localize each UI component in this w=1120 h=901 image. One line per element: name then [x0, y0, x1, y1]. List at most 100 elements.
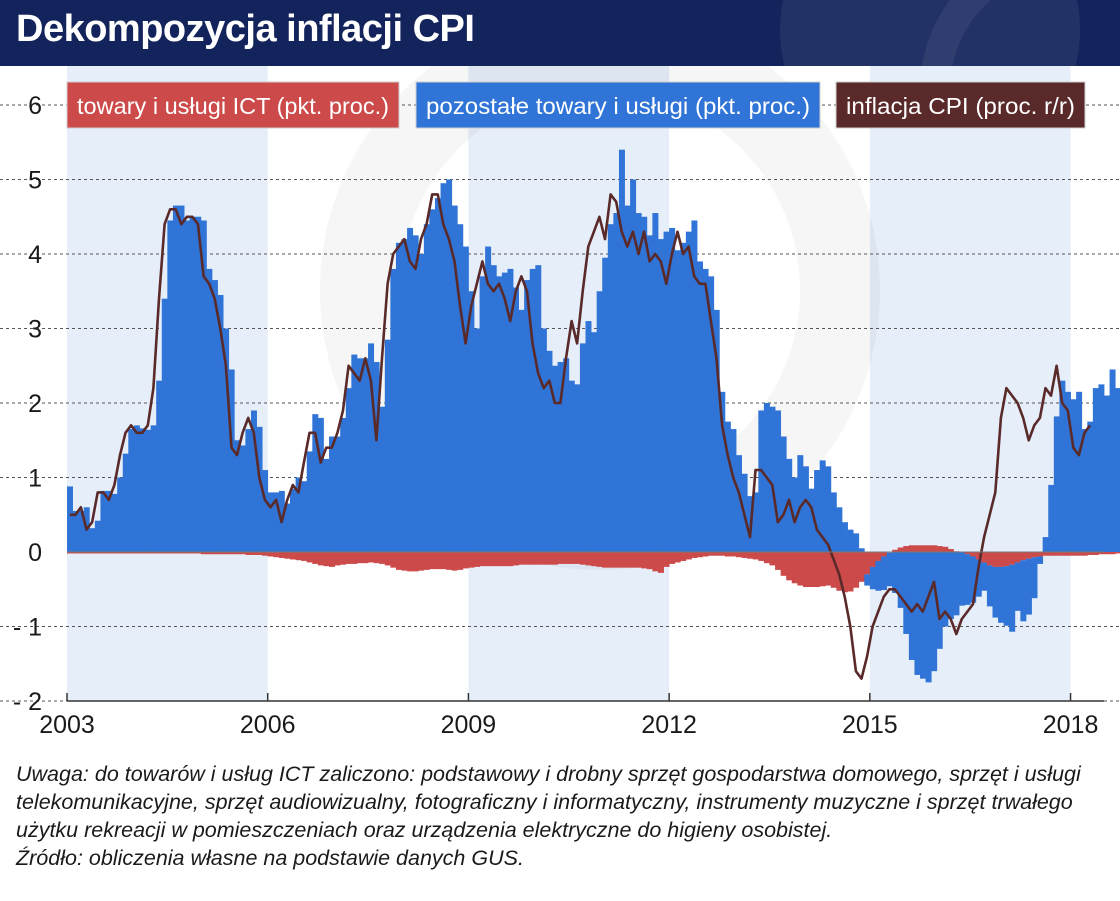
other-bar — [685, 231, 692, 552]
ict-bar — [535, 552, 542, 565]
other-bar — [1098, 384, 1105, 552]
other-bar — [501, 272, 508, 552]
other-bar — [546, 350, 553, 552]
other-bar — [986, 565, 993, 607]
ict-bar — [691, 552, 698, 558]
ict-bar — [936, 546, 943, 552]
other-bar — [468, 291, 475, 552]
other-bar — [145, 429, 152, 552]
ict-bar — [106, 552, 113, 554]
other-bar — [713, 309, 720, 552]
other-bar — [490, 265, 497, 552]
other-bar — [998, 566, 1005, 623]
ict-bar — [1048, 552, 1055, 556]
ict-bar — [273, 552, 280, 558]
ict-bar — [72, 552, 79, 554]
ict-bar — [524, 552, 531, 565]
other-bar — [836, 507, 843, 552]
other-bar — [334, 436, 341, 552]
other-bar — [819, 460, 826, 552]
legend-label: inflacja CPI (proc. r/r) — [846, 93, 1075, 119]
other-bar — [239, 445, 246, 552]
other-bar — [418, 254, 425, 552]
other-bar — [953, 552, 960, 616]
other-bar — [362, 358, 369, 552]
ict-bar — [217, 552, 224, 555]
ict-bar — [920, 545, 926, 552]
other-bar — [674, 250, 681, 552]
other-bar — [189, 216, 196, 552]
other-bar — [1020, 560, 1027, 622]
other-bar — [585, 321, 592, 552]
other-bar — [1037, 556, 1044, 564]
ict-bar — [211, 552, 218, 555]
x-tick-label: 2012 — [641, 711, 697, 739]
ict-bar — [334, 552, 341, 566]
other-bar — [624, 205, 631, 552]
other-bar — [1059, 380, 1066, 552]
other-bar — [1076, 391, 1083, 552]
ict-bar — [763, 552, 770, 564]
y-tick-label: 4 — [28, 241, 42, 269]
other-bar — [1092, 388, 1099, 552]
other-bar — [680, 242, 687, 552]
ict-bar — [1025, 552, 1032, 559]
ict-bar — [585, 552, 592, 566]
ict-bar — [94, 552, 101, 554]
other-bar — [518, 309, 525, 552]
other-bar — [407, 227, 414, 553]
ict-bar — [184, 552, 191, 554]
other-bar — [329, 436, 336, 552]
ict-bar — [1092, 552, 1099, 555]
other-bar — [184, 220, 191, 552]
ict-bar — [395, 552, 402, 570]
ict-bar — [897, 547, 904, 552]
other-bar — [613, 213, 620, 552]
ict-bar — [819, 552, 826, 587]
ict-bar — [903, 546, 910, 552]
ict-bar — [457, 552, 464, 570]
ict-bar — [724, 552, 731, 557]
ict-bar — [200, 552, 207, 555]
ict-bar — [379, 552, 386, 564]
ict-bar — [825, 552, 832, 586]
other-bar — [323, 458, 330, 552]
source-text: Źródło: obliczenia własne na podstawie d… — [16, 846, 524, 870]
other-bar — [395, 242, 402, 552]
other-bar — [94, 520, 101, 552]
ict-bar — [853, 552, 860, 588]
other-bar — [317, 417, 324, 552]
other-bar — [875, 560, 882, 591]
other-bar — [524, 280, 531, 552]
ict-bar — [89, 552, 96, 554]
ict-bar — [914, 545, 921, 552]
x-tick-label: 2003 — [39, 711, 95, 739]
other-bar — [1115, 388, 1120, 552]
ict-bar — [775, 552, 782, 570]
ict-bar — [986, 552, 993, 566]
header-decoration-ring — [920, 0, 1120, 66]
ict-bar — [602, 552, 609, 568]
other-bar — [808, 488, 815, 552]
other-bar — [540, 328, 547, 552]
other-bar — [133, 425, 140, 552]
y-tick-label: 3 — [28, 316, 42, 344]
ict-bar — [451, 552, 458, 571]
ict-bar — [970, 552, 977, 557]
other-bar — [864, 574, 871, 586]
y-tick-label: 2 — [28, 390, 42, 418]
ict-bar — [992, 552, 999, 567]
ict-bar — [195, 552, 202, 554]
ict-bar — [568, 552, 575, 564]
other-bar — [1025, 558, 1032, 615]
ict-bar — [808, 552, 815, 588]
ict-bar — [306, 552, 313, 563]
other-bar — [234, 440, 241, 552]
other-bar — [1031, 557, 1038, 599]
other-bar — [908, 552, 915, 661]
ict-bar — [83, 552, 90, 554]
other-bar — [1109, 369, 1116, 552]
ict-bar — [607, 552, 614, 568]
other-bar — [657, 239, 664, 552]
ict-bar — [925, 545, 932, 552]
